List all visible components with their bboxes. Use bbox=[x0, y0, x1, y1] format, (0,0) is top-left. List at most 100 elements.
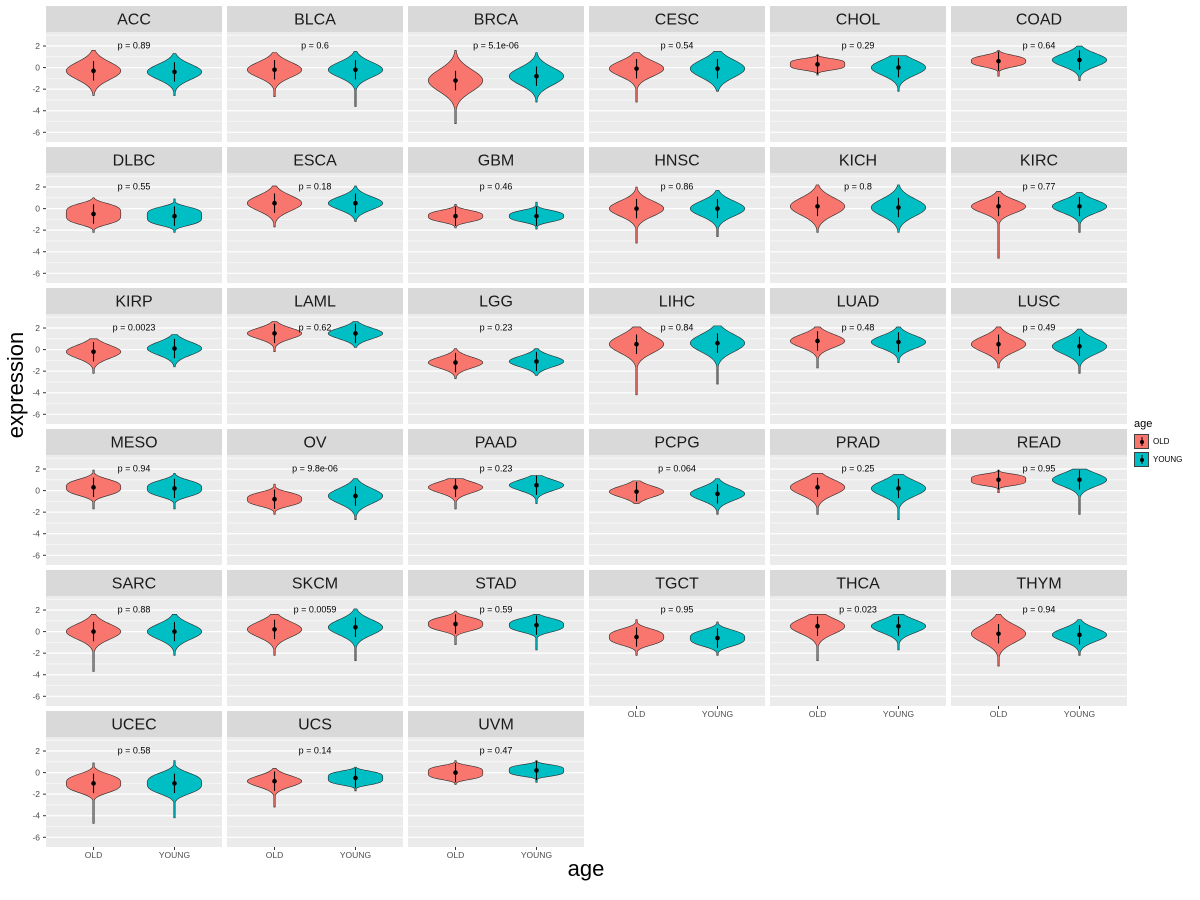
facet-strip bbox=[770, 429, 946, 455]
y-tick-label: -6 bbox=[32, 409, 40, 419]
median-point-old bbox=[453, 485, 458, 490]
facet-UCS: UCS p = 0.14 bbox=[227, 711, 403, 847]
median-point-old bbox=[815, 204, 820, 209]
facet-title: DLBC bbox=[113, 153, 156, 170]
median-point-young bbox=[1077, 477, 1082, 483]
facet-title: ACC bbox=[117, 12, 151, 29]
facet-LAML: LAML p = 0.62 bbox=[227, 288, 403, 424]
facet-title: PAAD bbox=[475, 435, 517, 452]
median-point-old bbox=[453, 360, 458, 365]
median-point-old bbox=[815, 62, 820, 67]
facet-strip bbox=[951, 288, 1127, 314]
median-point-young bbox=[353, 67, 358, 73]
y-tick-label: 2 bbox=[35, 323, 40, 333]
x-tick-label: OLD bbox=[809, 709, 826, 719]
facet-strip bbox=[408, 288, 584, 314]
median-point-old bbox=[815, 623, 820, 629]
facet-KIRC: KIRC p = 0.77 bbox=[951, 147, 1127, 283]
facet-THCA: THCA p = 0.023 bbox=[770, 570, 946, 706]
facet-title: LUAD bbox=[837, 294, 880, 311]
facet-strip bbox=[770, 288, 946, 314]
facet-title: THYM bbox=[1016, 576, 1061, 593]
p-value-label: p = 0.86 bbox=[661, 181, 694, 191]
x-tick-label: YOUNG bbox=[702, 709, 733, 719]
facet-panel bbox=[227, 32, 403, 142]
x-tick-label: YOUNG bbox=[1064, 709, 1095, 719]
facet-strip bbox=[951, 570, 1127, 596]
facet-HNSC: HNSC p = 0.86 bbox=[589, 147, 765, 283]
facet-title: SKCM bbox=[292, 576, 338, 593]
legend-entry-young: YOUNG bbox=[1134, 452, 1182, 467]
facet-panel bbox=[227, 596, 403, 706]
p-value-label: p = 0.88 bbox=[118, 604, 151, 614]
facet-panel bbox=[46, 455, 222, 565]
facet-strip bbox=[589, 429, 765, 455]
legend-swatch-young-icon bbox=[1134, 452, 1149, 467]
facet-strip bbox=[589, 570, 765, 596]
facet-panel bbox=[227, 173, 403, 283]
median-point-old bbox=[91, 211, 96, 217]
median-point-young bbox=[1077, 204, 1082, 209]
p-value-label: p = 5.1e-06 bbox=[473, 40, 519, 50]
facet-MESO: MESO p = 0.94 bbox=[46, 429, 222, 565]
facet-strip bbox=[227, 711, 403, 737]
facet-strip bbox=[589, 6, 765, 32]
x-tick-label: YOUNG bbox=[883, 709, 914, 719]
p-value-label: p = 0.29 bbox=[842, 40, 875, 50]
facet-title: LIHC bbox=[659, 294, 695, 311]
facet-STAD: STAD p = 0.59 bbox=[408, 570, 584, 706]
median-point-young bbox=[353, 331, 358, 336]
facet-panel bbox=[589, 596, 765, 706]
p-value-label: p = 0.46 bbox=[480, 181, 513, 191]
median-point-young bbox=[896, 339, 901, 345]
p-value-label: p = 0.64 bbox=[1023, 40, 1056, 50]
facet-KICH: KICH p = 0.8 bbox=[770, 147, 946, 283]
p-value-label: p = 0.6 bbox=[301, 40, 329, 50]
y-tick-label: -4 bbox=[32, 670, 40, 680]
p-value-label: p = 0.84 bbox=[661, 322, 694, 332]
median-point-young bbox=[172, 346, 177, 351]
facet-panel bbox=[408, 737, 584, 847]
violin-old bbox=[65, 614, 122, 672]
facet-title: HNSC bbox=[654, 153, 699, 170]
facet-ACC: ACC p = 0.89 bbox=[46, 6, 222, 142]
facet-title: THCA bbox=[836, 576, 880, 593]
y-tick-label: -2 bbox=[32, 225, 40, 235]
facet-panel bbox=[46, 32, 222, 142]
facet-LUAD: LUAD p = 0.48 bbox=[770, 288, 946, 424]
facet-panel bbox=[770, 173, 946, 283]
median-point-old bbox=[634, 634, 639, 640]
facet-panel bbox=[408, 173, 584, 283]
median-point-old bbox=[996, 341, 1001, 347]
facet-LIHC: LIHC p = 0.84 bbox=[589, 288, 765, 424]
p-value-label: p = 0.47 bbox=[480, 745, 513, 755]
facet-DLBC: DLBC p = 0.55 bbox=[46, 147, 222, 283]
facet-panel bbox=[589, 455, 765, 565]
x-tick-label: YOUNG bbox=[340, 850, 371, 860]
facet-strip bbox=[951, 6, 1127, 32]
y-tick-label: -4 bbox=[32, 247, 40, 257]
facet-panel bbox=[589, 314, 765, 424]
facet-strip bbox=[770, 147, 946, 173]
median-point-young bbox=[172, 629, 177, 634]
y-tick-label: -4 bbox=[32, 106, 40, 116]
facet-strip bbox=[408, 711, 584, 737]
violin-young bbox=[689, 325, 746, 385]
median-point-young bbox=[896, 623, 901, 629]
p-value-label: p = 0.59 bbox=[480, 604, 513, 614]
facet-panel bbox=[408, 455, 584, 565]
p-value-label: p = 0.064 bbox=[658, 463, 696, 473]
median-point-old bbox=[91, 349, 96, 355]
x-tick-label: OLD bbox=[266, 850, 283, 860]
p-value-label: p = 0.8 bbox=[844, 181, 872, 191]
facet-strip bbox=[951, 429, 1127, 455]
y-axis-title: expression bbox=[3, 331, 28, 439]
facet-panel bbox=[227, 737, 403, 847]
x-tick-label: YOUNG bbox=[159, 850, 190, 860]
p-value-label: p = 0.023 bbox=[839, 604, 877, 614]
facet-GBM: GBM p = 0.46 bbox=[408, 147, 584, 283]
p-value-label: p = 0.49 bbox=[1023, 322, 1056, 332]
y-tick-label: 2 bbox=[35, 182, 40, 192]
p-value-label: p = 0.62 bbox=[299, 322, 332, 332]
